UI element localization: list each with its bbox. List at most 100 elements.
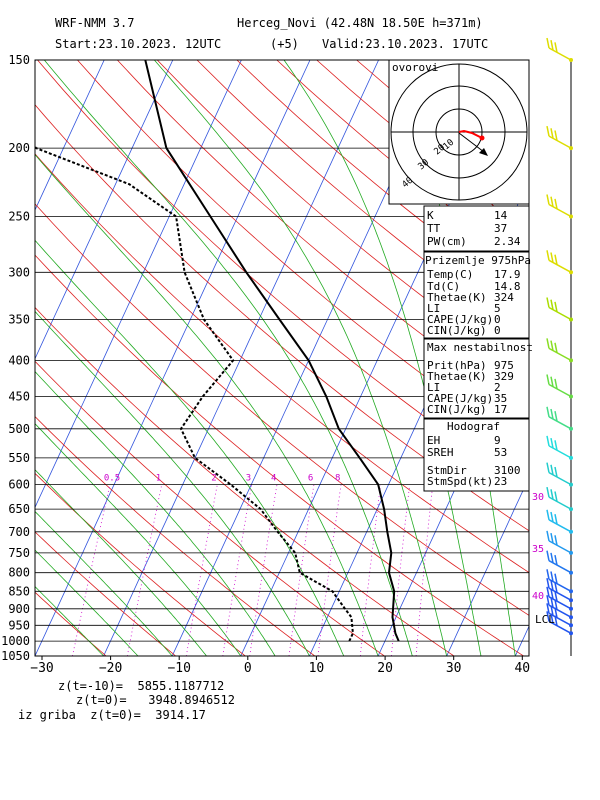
pressure-tick-label: 850 [8,584,30,598]
surface-label-cin: CIN(J/kg) [427,324,487,337]
hodo-label-stmspd: StmSpd(kt) [427,475,493,488]
hodo-label-eh: EH [427,434,440,447]
wind-barb-dot [569,270,573,275]
wind-barb-dot [569,598,573,603]
pressure-tick-label: 550 [8,451,30,465]
wind-barb-flag [550,605,554,616]
surface-value-cin: 0 [494,324,501,337]
instab-title: Max nestabilnost [427,341,533,354]
mixing-ratio-labels: 0.5 1 2 3 4 6 8 [104,474,341,484]
temperature-tick-label: −20 [99,661,122,676]
wind-barb-flag [546,250,550,261]
wind-barb-flag [550,340,554,351]
wind-barb-flag [546,603,550,614]
instab-value-li: 2 [494,381,501,394]
wind-barb-dot [569,455,573,460]
wind-barb-dot [569,570,573,575]
wind-barb-flag [550,128,554,139]
mixing-ratio-label: 1 [156,474,161,484]
wind-barb-flag [546,297,550,308]
lcl-label: LCL [535,613,555,626]
mixing-ratio-line [359,484,381,656]
instab-label-li: LI [427,381,440,394]
wind-barb-flag [550,40,554,51]
wind-barb-flag [546,530,550,542]
wind-barb-dot [569,426,573,431]
hodo-value-stmspd: 23 [494,475,507,488]
wind-speed-label-40: 40 [532,591,544,602]
moist-adiabat-line [35,469,207,656]
mixing-ratio-label: 6 [308,474,313,484]
valid-label: Valid:23.10.2023. 17UTC [322,37,488,51]
temperature-tick-label: 30 [446,661,462,676]
hodo-label-stmdir: StmDir [427,464,467,477]
mixing-ratio-line [415,484,434,656]
wind-barb-flag [550,597,554,608]
hodo-value-eh: 9 [494,434,501,447]
pressure-tick-label: 700 [8,525,30,539]
wind-barb-dot [569,358,573,363]
wind-barb-dot [569,394,573,399]
wind-barb-flag [550,252,554,263]
index-box: K 14 TT 37 PW(cm) 2.34 [423,205,530,252]
wind-barb-dot [569,529,573,534]
wind-barb-dot [569,631,573,636]
hodo-info-title: Hodograf [447,420,500,433]
index-value-k: 14 [494,209,508,222]
pressure-tick-labels: 150 200 250 300 350 400 450 500 550 600 650 700 750 8… [1,53,30,663]
mixing-ratio-line [317,484,342,656]
wind-barb-flag [550,552,554,564]
dry-adiabat-line [35,360,385,656]
wind-barb-flag [546,611,550,622]
wind-barb-flag [554,466,558,478]
pressure-tick-label: 750 [8,546,30,560]
surface-value-thetae: 324 [494,291,514,304]
wind-barb-flag [546,509,550,520]
index-label-tt: TT [427,222,441,235]
wind-barb-flag [550,580,554,591]
index-label-pw: PW(cm) [427,235,467,248]
wind-barb-dot [569,507,573,512]
wind-barb-flag [554,411,558,422]
temperature-tick-label: 40 [514,661,530,676]
wind-barb-flag [546,462,550,473]
mixing-ratio-line [222,484,253,656]
instab-label-thetae: Thetae(K) [427,370,487,383]
surface-title: Prizemlje 975hPa [425,254,531,267]
dry-adiabat-line [556,60,600,656]
mixing-ratio-label: 4 [271,474,276,484]
pressure-tick-label: 350 [8,313,30,327]
surface-value-cape: 0 [494,313,501,326]
mixing-ratio-line [288,484,315,656]
moist-adiabat-line [43,60,413,656]
wind-barb-flag [546,569,550,580]
wind-barb-dot [569,214,573,219]
wind-barb-dot [569,317,573,322]
moist-adiabat-line [35,153,379,656]
moist-adiabat-line [35,310,310,656]
mixing-ratio-line [391,484,411,656]
dry-adiabat-line [35,416,316,656]
pressure-tick-label: 600 [8,478,30,492]
pressure-tick-label: 650 [8,502,30,516]
hodograph-title: ovorovi [392,61,438,74]
wind-barb-flag [550,588,554,600]
hodograph-point [479,135,485,141]
wind-barb-flag [550,299,554,310]
temperature-tick-label: −30 [30,661,53,676]
wind-barb-dot [569,589,573,594]
mixing-ratio-label: 8 [335,474,340,484]
wind-barb-flag [550,437,554,449]
surface-box: Prizemlje 975hPa Temp(C) 17.9 Td(C) 14.8… [423,251,531,339]
wind-barb-flag [554,582,558,593]
wind-barb-flag [554,440,558,451]
wind-barb-dot [569,606,573,611]
pressure-tick-label: 400 [8,353,30,367]
mixing-ratio-label: 2 [211,474,216,484]
wind-barb-flag [550,464,554,475]
wind-barb-dot [569,482,573,487]
pressure-tick-label: 200 [8,141,30,155]
wind-barb-dot [569,615,573,620]
temperature-tick-label: −10 [167,661,190,676]
wind-barb-flag [554,554,558,566]
